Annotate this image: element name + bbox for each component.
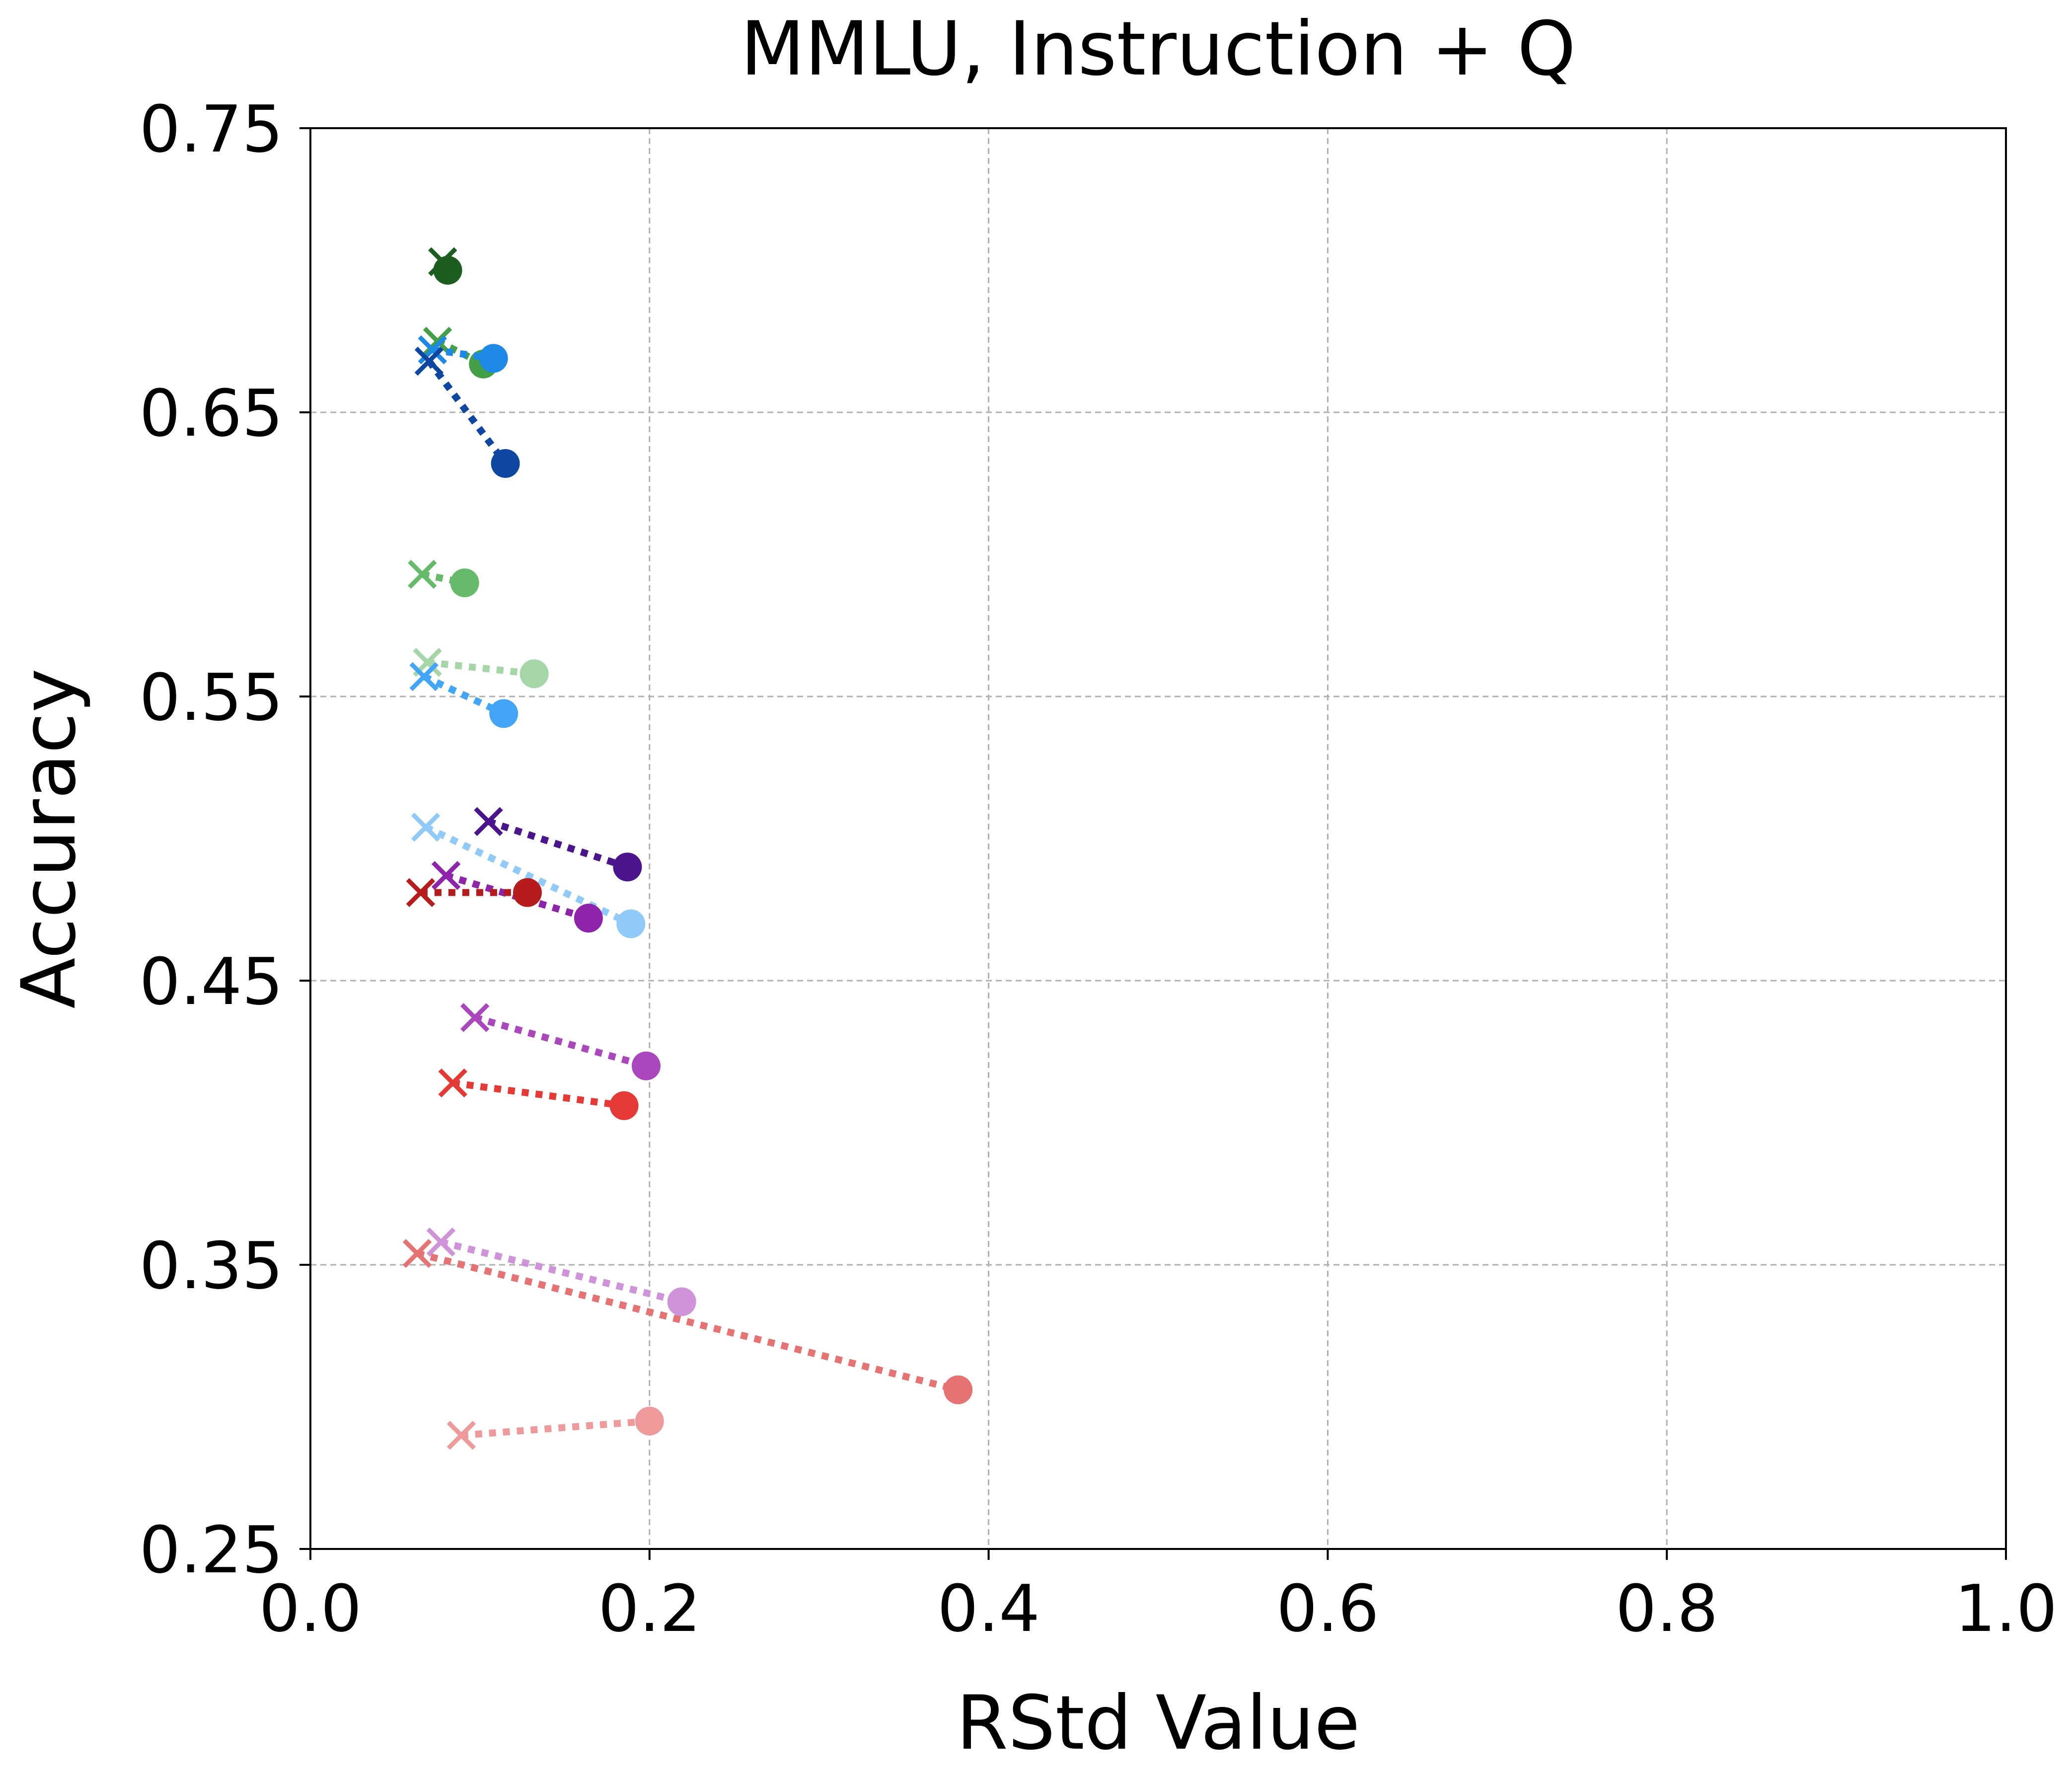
series-connector-line [424, 824, 633, 927]
series-group [406, 878, 542, 907]
series-connector-line [432, 346, 494, 362]
cross-marker [423, 326, 452, 356]
y-tick-label: 0.35 [140, 1228, 283, 1304]
cross-marker [474, 807, 503, 836]
series-group [426, 1228, 696, 1316]
x-tick-label: 0.2 [598, 1571, 701, 1646]
x-tick-label: 0.4 [937, 1571, 1040, 1646]
circle-marker [944, 1375, 973, 1404]
cross-marker [428, 247, 457, 277]
x-tick-label: 0.0 [259, 1571, 362, 1646]
circle-marker [616, 909, 646, 938]
cross-marker [460, 1003, 490, 1032]
circle-marker [667, 1287, 696, 1316]
series-connector-line [487, 818, 629, 870]
cross-marker [408, 559, 437, 589]
axis-ticks: 0.0 0.2 0.4 0.6 0.8 1.0 0.25 0.35 0.45 0.55 0.65 0.… [140, 91, 2058, 1646]
cross-marker [438, 1068, 467, 1098]
cross-marker [409, 662, 439, 692]
series-group [438, 1068, 639, 1120]
circle-marker [613, 852, 642, 882]
circle-marker [491, 449, 520, 478]
circle-marker [433, 256, 462, 285]
y-axis-label: Accuracy [6, 669, 92, 1009]
grid-lines [310, 128, 2006, 1549]
series-group [428, 247, 462, 285]
y-tick-label: 0.25 [140, 1512, 283, 1588]
cross-marker [446, 1421, 476, 1450]
y-tick-label: 0.65 [140, 376, 283, 451]
series-group [474, 807, 642, 882]
series-connector-line [474, 1014, 647, 1070]
series-connector-line [452, 1079, 625, 1109]
cross-marker [426, 1228, 456, 1257]
circle-marker [513, 878, 542, 907]
circle-marker [450, 568, 479, 598]
cross-marker [411, 812, 441, 842]
chart-title: MMLU, Instruction + Q [740, 6, 1576, 92]
cross-marker [414, 346, 444, 376]
y-tick-label: 0.55 [140, 660, 283, 735]
series-group [460, 1003, 661, 1080]
plot-frame [309, 127, 2007, 1550]
series-group [408, 559, 479, 598]
series-group [411, 812, 646, 938]
circle-marker [489, 699, 518, 728]
series-group [402, 1238, 973, 1404]
cross-marker [402, 1238, 432, 1268]
x-axis-label: RStd Value [956, 1680, 1360, 1767]
circle-marker [519, 659, 549, 689]
circle-marker [574, 904, 603, 933]
circle-marker [631, 1051, 661, 1080]
series-connector-line [461, 1417, 650, 1439]
x-tick-label: 0.8 [1616, 1571, 1718, 1646]
series-connector-line [427, 659, 535, 678]
series-group [446, 1406, 664, 1450]
series-connector-line [422, 673, 506, 717]
circle-marker [479, 344, 508, 373]
circle-marker [609, 1091, 639, 1120]
x-tick-label: 1.0 [1955, 1571, 2058, 1646]
data-series [402, 247, 973, 1450]
circle-marker [635, 1406, 664, 1436]
series-group [414, 346, 520, 478]
y-tick-label: 0.45 [140, 944, 283, 1019]
series-connector-line [416, 1250, 959, 1393]
y-tick-label: 0.75 [140, 91, 283, 167]
series-group [409, 662, 518, 728]
cross-marker [431, 861, 461, 890]
cross-marker [406, 878, 436, 907]
x-tick-label: 0.6 [1276, 1571, 1379, 1646]
